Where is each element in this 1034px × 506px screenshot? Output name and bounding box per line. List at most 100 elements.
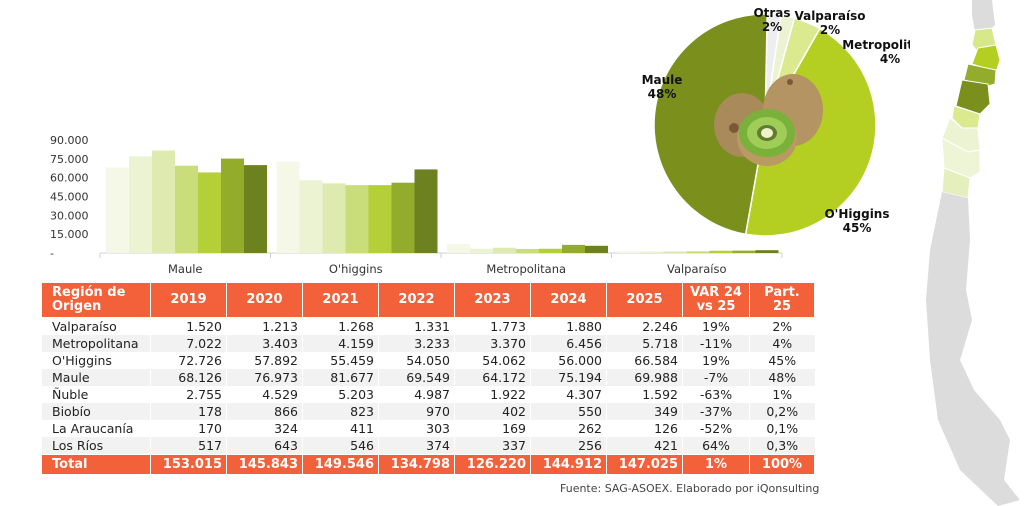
bar-chart: - 15.000 30.000 45.000 60.000 75.000 90.000 Mau… xyxy=(50,134,783,276)
y-tick-label: 30.000 xyxy=(50,209,89,222)
header-part: Part. 25 xyxy=(749,282,815,318)
value-cell: 76.973 xyxy=(226,369,303,386)
value-cell: 2.755 xyxy=(150,386,227,403)
value-cell: 5.718 xyxy=(606,335,683,352)
bar-2024-maule xyxy=(221,158,244,253)
bar-2021-ohiggins xyxy=(322,183,346,253)
value-cell: 324 xyxy=(226,420,303,437)
value-cell: 256 xyxy=(530,437,607,455)
region-cell: Metropolitana xyxy=(41,335,151,352)
value-cell: 421 xyxy=(606,437,683,455)
header-2025: 2025 xyxy=(606,282,683,318)
value-cell: 4.529 xyxy=(226,386,303,403)
value-cell: -7% xyxy=(682,369,750,386)
bar-2022-valparaso xyxy=(686,251,710,253)
value-cell: 2% xyxy=(749,317,815,335)
value-cell: 69.549 xyxy=(378,369,455,386)
table-row: Ñuble 2.755 4.529 5.203 4.987 1.922 4.307 1.592… xyxy=(41,386,815,403)
value-cell: 3.370 xyxy=(454,335,531,352)
y-tick-label: 75.000 xyxy=(50,153,89,166)
bar-2024-valparaso xyxy=(732,250,756,253)
value-cell: 6.456 xyxy=(530,335,607,352)
value-cell: 1.922 xyxy=(454,386,531,403)
pie-percent-label: 2% xyxy=(820,23,840,37)
value-cell: 75.194 xyxy=(530,369,607,386)
y-tick-label: 60.000 xyxy=(50,172,89,185)
value-cell: 3.233 xyxy=(378,335,455,352)
bar-2025-ohiggins xyxy=(414,169,438,253)
value-cell: 1.592 xyxy=(606,386,683,403)
bar-2024-metropolitana xyxy=(562,244,585,253)
bar-2020-metropolitana xyxy=(470,248,493,253)
bar-2021-valparaso xyxy=(663,251,687,253)
value-cell: 68.126 xyxy=(150,369,227,386)
value-cell: 3.403 xyxy=(226,335,303,352)
map-region-ohiggins xyxy=(963,63,997,87)
pie-label: Valparaíso xyxy=(794,9,865,23)
table-row: La Araucanía 170 324 411 303 169 262 126 -52% 0,1… xyxy=(41,420,815,437)
value-cell: 54.062 xyxy=(454,352,531,369)
header-2021: 2021 xyxy=(302,282,379,318)
region-cell: Valparaíso xyxy=(41,317,151,335)
region-cell: Ñuble xyxy=(41,386,151,403)
value-cell: 72.726 xyxy=(150,352,227,369)
value-cell: 69.988 xyxy=(606,369,683,386)
value-cell: 970 xyxy=(378,403,455,420)
value-cell: 134.798 xyxy=(378,454,455,475)
value-cell: 64% xyxy=(682,437,750,455)
region-cell: Biobío xyxy=(41,403,151,420)
pie-percent-label: 48% xyxy=(648,87,677,101)
bar-2025-metropolitana xyxy=(585,245,608,253)
table-row: Biobío 178 866 823 970 402 550 349 -37% 0,2% xyxy=(41,403,815,420)
table-row: Maule 68.126 76.973 81.677 69.549 64.172 75.19… xyxy=(41,369,815,386)
value-cell: 153.015 xyxy=(150,454,227,475)
bar-2022-ohiggins xyxy=(345,185,369,253)
bar-2024-ohiggins xyxy=(391,182,415,253)
value-cell: 149.546 xyxy=(302,454,379,475)
production-table: Región de Origen 2019 2020 2021 2022 202… xyxy=(41,282,815,475)
pie-chart: Otras2%Valparaíso2%Metropolitana4%O'Higg… xyxy=(642,6,910,237)
value-cell: 48% xyxy=(749,369,815,386)
x-category-label: Metropolitana xyxy=(486,262,566,276)
pie-label: Metropolitana xyxy=(842,38,910,52)
pie-percent-label: 2% xyxy=(762,20,782,34)
bar-2025-maule xyxy=(244,165,267,253)
value-cell: 57.892 xyxy=(226,352,303,369)
header-2019: 2019 xyxy=(150,282,227,318)
value-cell: 349 xyxy=(606,403,683,420)
pie-label: Otras xyxy=(753,6,790,20)
bar-2025-valparaso xyxy=(755,250,779,253)
map-north xyxy=(972,0,995,32)
value-cell: 64.172 xyxy=(454,369,531,386)
pie-percent-label: 4% xyxy=(880,52,900,66)
value-cell: 126.220 xyxy=(454,454,531,475)
value-cell: 1.880 xyxy=(530,317,607,335)
bar-2021-maule xyxy=(152,150,175,253)
bar-2023-maule xyxy=(198,172,221,253)
value-cell: 643 xyxy=(226,437,303,455)
table-row: Valparaíso 1.520 1.213 1.268 1.331 1.773 1.880… xyxy=(41,317,815,335)
bar-2020-valparaso xyxy=(640,251,664,253)
value-cell: 144.912 xyxy=(530,454,607,475)
header-2024: 2024 xyxy=(530,282,607,318)
value-cell: 546 xyxy=(302,437,379,455)
value-cell: 1.773 xyxy=(454,317,531,335)
value-cell: 4% xyxy=(749,335,815,352)
bar-2020-ohiggins xyxy=(299,180,323,253)
value-cell: 4.159 xyxy=(302,335,379,352)
value-cell: 374 xyxy=(378,437,455,455)
value-cell: 178 xyxy=(150,403,227,420)
value-cell: 45% xyxy=(749,352,815,369)
value-cell: 56.000 xyxy=(530,352,607,369)
header-2022: 2022 xyxy=(378,282,455,318)
value-cell: 0,3% xyxy=(749,437,815,455)
table-header-row: Región de Origen 2019 2020 2021 2022 202… xyxy=(41,282,815,318)
table-row: O'Higgins 72.726 57.892 55.459 54.050 54.062 5… xyxy=(41,352,815,369)
bar-2023-ohiggins xyxy=(368,185,392,253)
value-cell: 169 xyxy=(454,420,531,437)
value-cell: 4.987 xyxy=(378,386,455,403)
value-cell: 2.246 xyxy=(606,317,683,335)
x-category-label: O'higgins xyxy=(329,262,383,276)
value-cell: 823 xyxy=(302,403,379,420)
value-cell: -63% xyxy=(682,386,750,403)
